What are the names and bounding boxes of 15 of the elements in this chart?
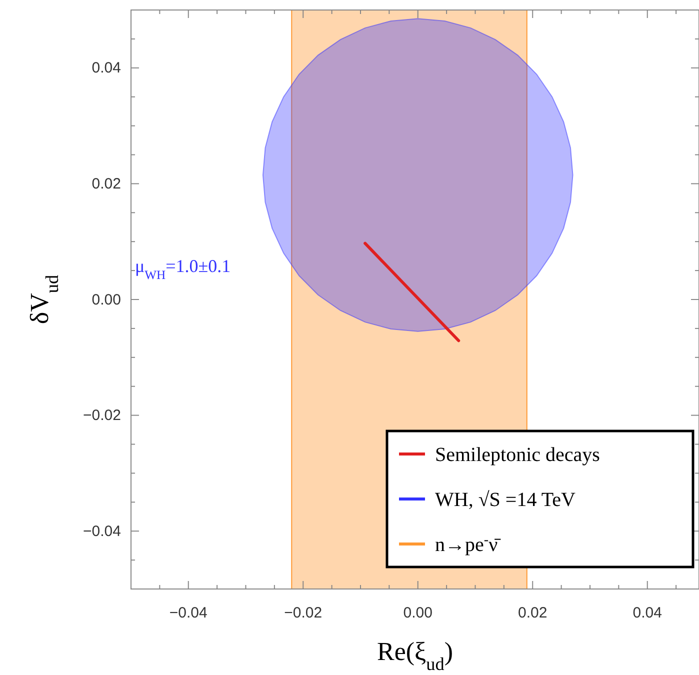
x-axis-title: Re(ξ$_{ud}$) [377, 637, 453, 674]
legend-label: Semileptonic decays [435, 444, 600, 466]
x-tick-label: 0.02 [518, 604, 548, 622]
band-label: n→pe$^{-}$ν̄ [435, 532, 502, 556]
y-tick-label: 0.02 [92, 176, 121, 192]
annotation: μ$_{WH}$=1.0±0.1 [135, 256, 231, 282]
y-tick-label: −0.02 [83, 407, 121, 424]
legend-label: WH, √S =14 TeV [435, 489, 576, 511]
x-tick-label: −0.02 [284, 604, 322, 622]
y-tick-label: 0.04 [92, 60, 121, 77]
y-tick-label: −0.04 [83, 522, 121, 540]
x-tick-label: −0.04 [169, 604, 208, 622]
x-tick-label: 0.04 [632, 604, 662, 622]
x-tick-label: 0.00 [403, 604, 432, 622]
y-tick-label: 0.00 [92, 291, 121, 308]
